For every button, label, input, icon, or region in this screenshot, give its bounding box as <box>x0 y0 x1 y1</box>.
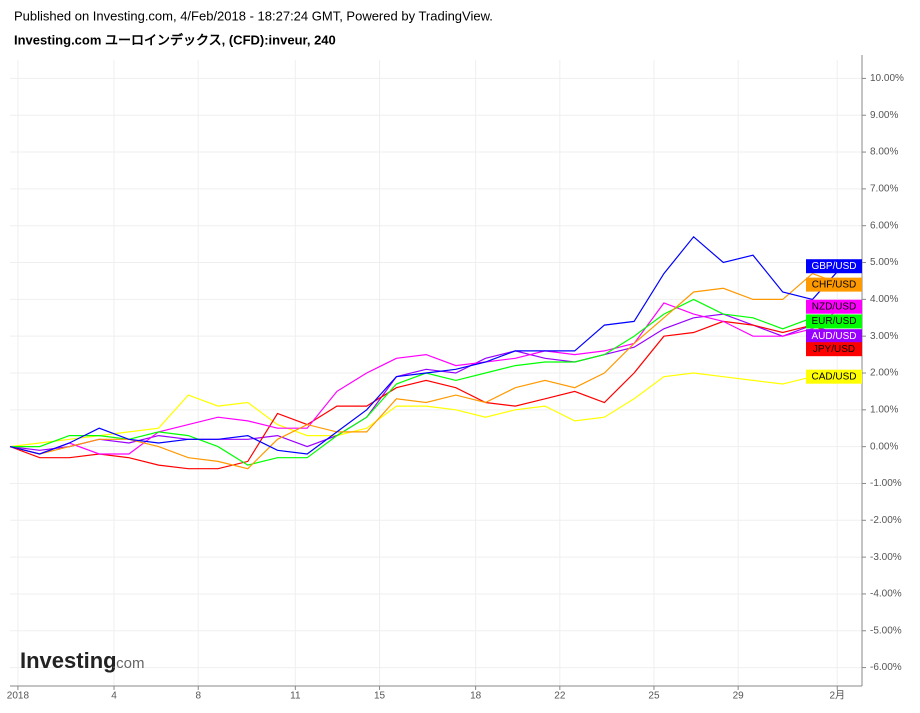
legend-swatch <box>806 329 862 344</box>
x-tick-label: 25 <box>648 691 660 702</box>
legend-label: AUD/USD <box>811 331 856 342</box>
legend-swatch <box>806 259 862 274</box>
legend-label: EUR/USD <box>811 316 856 327</box>
legend-swatch <box>806 299 862 314</box>
series-line <box>9 235 843 455</box>
legend-swatch <box>806 342 862 357</box>
series-line <box>9 302 843 455</box>
x-tick-label: 18 <box>470 691 482 702</box>
y-tick-label: -3.00% <box>870 552 902 563</box>
legend-label: NZD/USD <box>812 301 856 312</box>
series-line <box>9 372 843 448</box>
y-tick-label: 1.00% <box>870 404 898 415</box>
y-tick-label: 8.00% <box>870 147 898 158</box>
y-tick-label: 4.00% <box>870 294 898 305</box>
chart-subtitle: Investing.com ユーロインデックス, (CFD):inveur, 2… <box>14 32 336 47</box>
y-tick-label: 5.00% <box>870 257 898 268</box>
y-tick-label: -1.00% <box>870 478 902 489</box>
published-line: Published on Investing.com, 4/Feb/2018 -… <box>14 8 493 23</box>
legend-label: CHF/USD <box>812 279 856 290</box>
legend-label: GBP/USD <box>811 261 856 272</box>
x-tick-label: 22 <box>554 691 566 702</box>
x-tick-label: 11 <box>290 691 301 702</box>
x-tick-label: 2018 <box>7 691 30 702</box>
y-tick-label: 6.00% <box>870 220 898 231</box>
y-tick-label: -6.00% <box>870 662 902 673</box>
y-tick-label: 0.00% <box>870 441 898 452</box>
y-tick-label: -2.00% <box>870 515 902 526</box>
legend-swatch <box>806 277 862 292</box>
x-tick-label: 4 <box>111 691 117 702</box>
series-line <box>9 272 843 470</box>
y-tick-label: 3.00% <box>870 331 898 342</box>
series-line <box>9 320 843 470</box>
x-tick-label: 8 <box>195 691 201 702</box>
x-tick-label: 29 <box>733 691 745 702</box>
legend-swatch <box>806 369 862 384</box>
y-tick-label: 9.00% <box>870 110 898 121</box>
y-tick-label: 7.00% <box>870 184 898 195</box>
y-tick-label: -5.00% <box>870 625 902 636</box>
logo-suffix: .com <box>112 655 145 672</box>
legend-label: CAD/USD <box>811 371 856 382</box>
x-tick-label: 2月 <box>829 690 845 702</box>
plot: -6.00% -5.00% -4.00% -3.00% -2.00% -1.00% 0.00… <box>7 55 904 702</box>
y-tick-label: -4.00% <box>870 589 902 600</box>
legend-label: JPY/USD <box>813 344 855 355</box>
logo-brand: Investing <box>20 648 117 673</box>
x-tick-label: 15 <box>374 691 386 702</box>
y-tick-label: 10.00% <box>870 73 904 84</box>
legend-swatch <box>806 314 862 329</box>
y-tick-label: 2.00% <box>870 368 898 379</box>
